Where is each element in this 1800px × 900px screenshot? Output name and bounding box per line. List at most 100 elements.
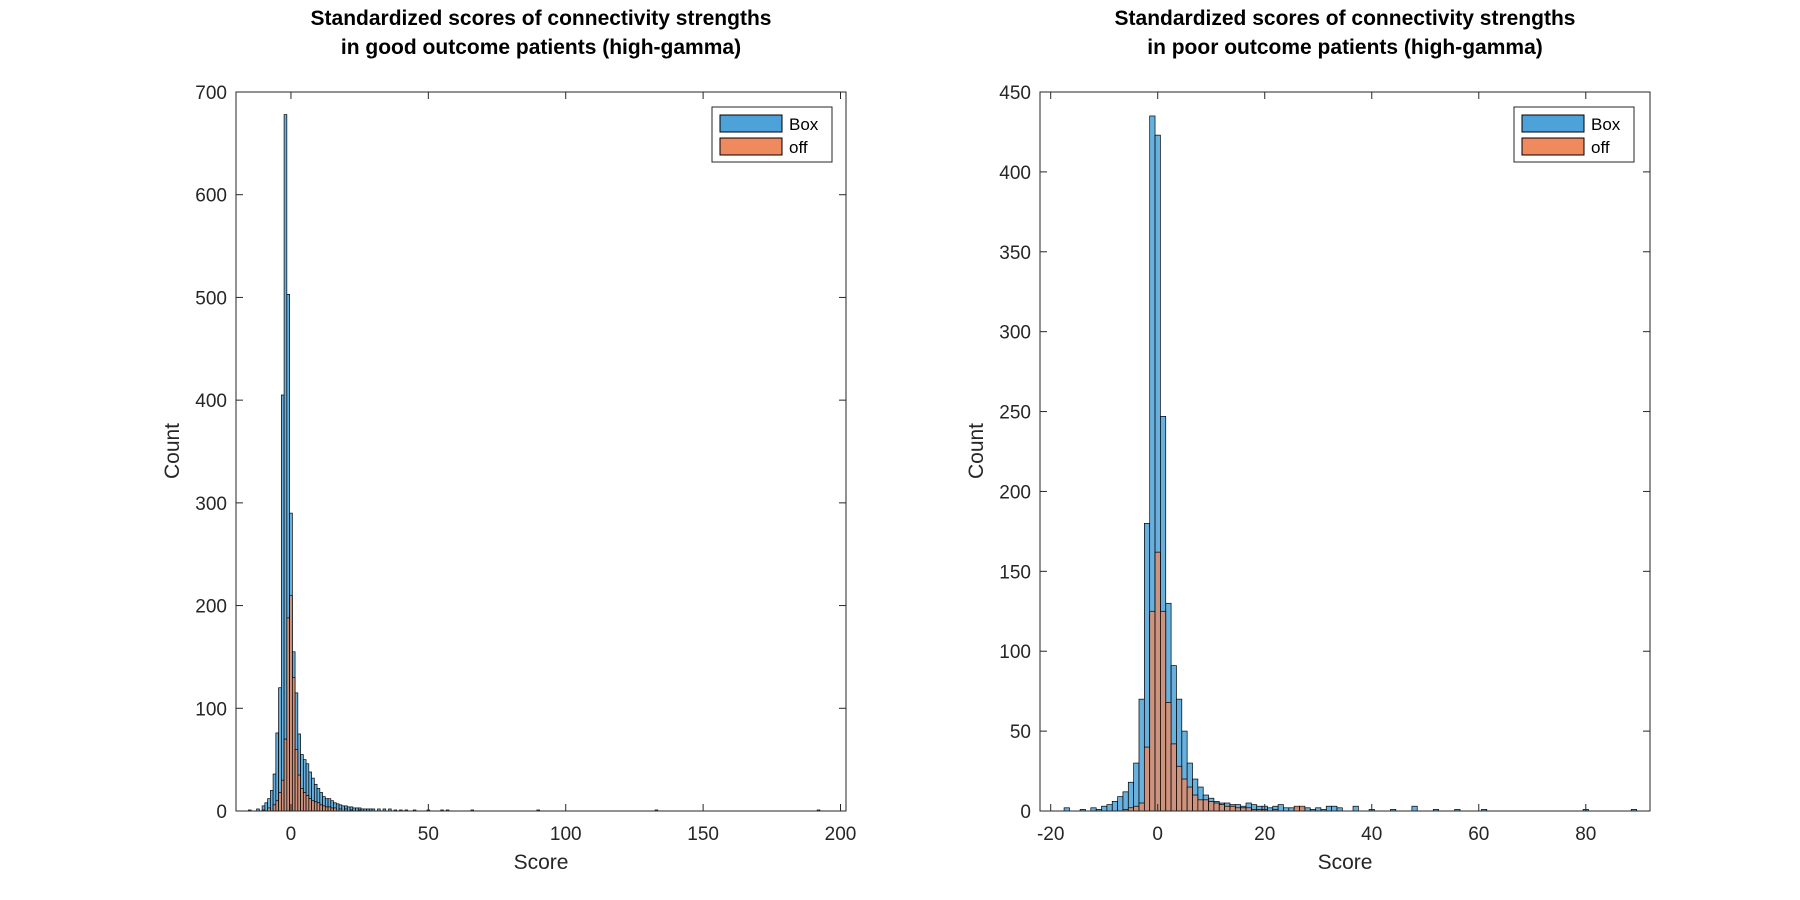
y-tick-label: 600 [195, 186, 227, 207]
bar-box [264, 802, 268, 812]
bar-off [1293, 805, 1300, 812]
bar-box [1325, 805, 1332, 812]
bar-box [280, 394, 285, 812]
legend-label-box: Box [789, 115, 819, 134]
y-axis-label: Count [161, 423, 184, 479]
y-tick-label: 300 [999, 323, 1031, 344]
axes-box [235, 91, 847, 812]
y-tick-label: 400 [999, 163, 1031, 184]
y-tick-label: 350 [999, 243, 1031, 264]
y-axis-label: Count [965, 423, 988, 479]
chart-title-line2: in good outcome patients (high-gamma) [341, 36, 741, 59]
bar-off [1176, 765, 1183, 812]
bar-off [300, 788, 304, 812]
y-tick-label: 500 [195, 288, 227, 309]
x-tick-label: 60 [1468, 824, 1489, 845]
bar-off [291, 677, 296, 812]
good-outcome-histogram: Standardized scores of connectivity stre… [161, 7, 856, 874]
bar-off [1197, 799, 1204, 812]
bar-off [275, 800, 279, 812]
bar-off [302, 792, 307, 812]
y-tick-label: 100 [999, 642, 1031, 663]
bar-off [1299, 805, 1306, 812]
bar-box [283, 114, 288, 812]
bar-off [297, 774, 301, 812]
bar-off [1170, 743, 1177, 812]
bar-off [1192, 794, 1199, 812]
y-tick-label: 400 [195, 391, 227, 412]
bar-off [305, 795, 310, 812]
bar-off [1218, 804, 1225, 812]
bar-off [1202, 799, 1209, 812]
bar-box [1106, 804, 1113, 812]
bar-box [1101, 805, 1108, 812]
x-tick-label: 100 [550, 824, 582, 845]
y-tick-label: 0 [216, 802, 227, 823]
legend-swatch-off [719, 137, 783, 156]
bar-off [289, 594, 293, 812]
y-tick-label: 150 [999, 562, 1031, 583]
bar-off [294, 749, 299, 812]
bar-off [283, 738, 288, 812]
bar-off [1229, 805, 1236, 812]
bar-off [1186, 786, 1193, 812]
bar-box [1277, 804, 1284, 812]
bar-off [272, 804, 277, 812]
bar-off [1224, 805, 1231, 812]
axes-box [1039, 91, 1651, 812]
bar-box [1117, 796, 1124, 812]
x-tick-label: 150 [687, 824, 719, 845]
legend-swatch-box [719, 114, 783, 133]
bar-off [1133, 805, 1140, 812]
plot-area [1040, 92, 1650, 811]
bar-off [316, 802, 321, 812]
legend-label-box: Box [1591, 115, 1621, 134]
bar-off [278, 792, 282, 812]
bar-box [346, 806, 351, 812]
bar-box [1133, 762, 1140, 812]
legend: Box off [711, 106, 833, 163]
bar-box [1111, 801, 1118, 812]
x-tick-label: 80 [1575, 824, 1596, 845]
y-tick-label: 200 [195, 597, 227, 618]
legend-label-off: off [1591, 138, 1610, 157]
bar-box [270, 790, 274, 812]
bar-box [335, 803, 340, 812]
bar-box [1352, 805, 1359, 812]
x-tick-label: 20 [1254, 824, 1275, 845]
bar-box [275, 732, 279, 812]
bar-off [319, 804, 323, 812]
x-axis-label: Score [1318, 851, 1373, 874]
legend-swatch-off [1521, 137, 1585, 156]
bar-off [313, 801, 318, 812]
legend-swatch-box [1521, 114, 1585, 133]
chart-title-line1: Standardized scores of connectivity stre… [1115, 7, 1576, 30]
bar-off [1143, 746, 1151, 812]
x-tick-label: 40 [1361, 824, 1382, 845]
legend: Box off [1513, 106, 1635, 163]
bar-off [1160, 610, 1167, 812]
x-axis-label: Score [514, 851, 569, 874]
bar-off [311, 800, 315, 812]
chart-title-line2: in poor outcome patients (high-gamma) [1147, 36, 1543, 59]
legend-label-off: off [789, 138, 808, 157]
bar-off [324, 806, 329, 812]
plot-area [236, 92, 846, 811]
x-tick-label: -20 [1037, 824, 1064, 845]
y-tick-label: 200 [999, 482, 1031, 503]
y-tick-label: 450 [999, 83, 1031, 104]
x-tick-label: 200 [825, 824, 857, 845]
bar-off [280, 779, 285, 812]
bar-box [1138, 698, 1145, 812]
bar-box [1127, 781, 1134, 812]
y-tick-label: 0 [1020, 802, 1031, 823]
bar-off [1154, 551, 1161, 812]
bar-off [286, 617, 290, 812]
bar-off [1138, 802, 1145, 812]
bar-off [327, 806, 332, 812]
bar-box [1122, 791, 1129, 812]
y-tick-label: 300 [195, 494, 227, 515]
y-tick-label: 50 [1010, 722, 1031, 743]
bar-off [322, 805, 326, 812]
